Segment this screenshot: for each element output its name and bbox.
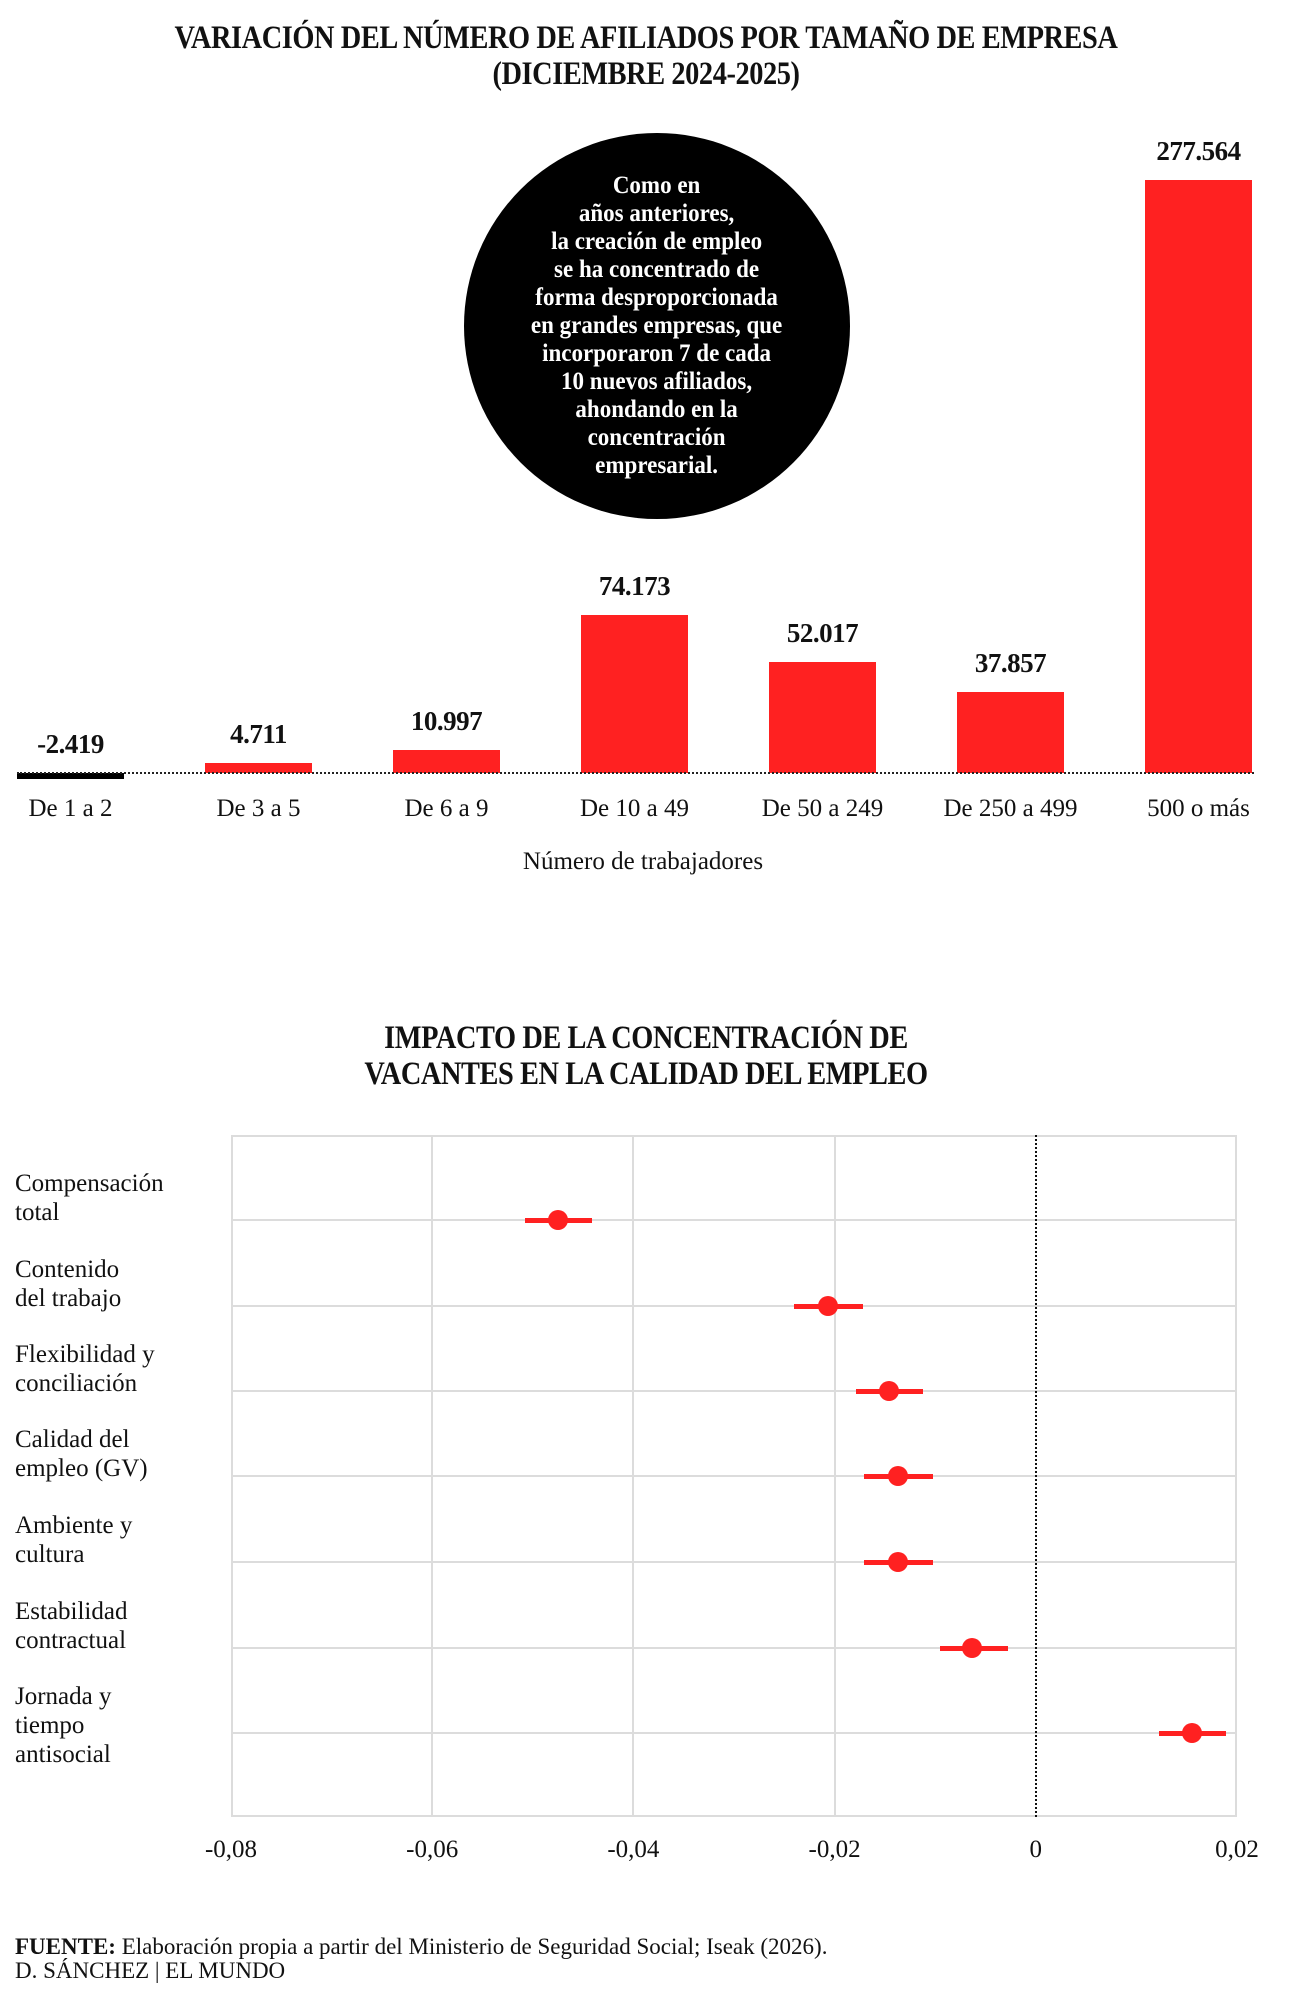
row-label: Flexibilidad y conciliación xyxy=(15,1341,155,1397)
bar-value-label: 277.564 xyxy=(1156,136,1241,166)
zero-baseline xyxy=(17,772,1254,774)
row-gridline xyxy=(231,1305,1237,1307)
point-estimate xyxy=(887,1552,908,1572)
point-estimate xyxy=(817,1296,838,1316)
category-label: De 50 a 249 xyxy=(761,795,884,822)
category-label: De 1 a 2 xyxy=(28,795,113,822)
row-label: Jornada y tiempo antisocial xyxy=(15,1683,112,1768)
point-estimate xyxy=(887,1466,908,1486)
bar xyxy=(957,692,1064,773)
source-note: FUENTE: Elaboración propia a partir del … xyxy=(15,1934,827,1960)
bar-value-label: -2.419 xyxy=(37,729,104,759)
chart2-title: IMPACTO DE LA CONCENTRACIÓN DE VACANTES … xyxy=(90,1020,1201,1092)
chart2-title-line2: VACANTES EN LA CALIDAD DEL EMPLEO xyxy=(364,1056,928,1092)
chart1-title-line1: VARIACIÓN DEL NÚMERO DE AFILIADOS POR TA… xyxy=(174,20,1118,56)
point-estimate xyxy=(1181,1723,1202,1743)
chart1-title: VARIACIÓN DEL NÚMERO DE AFILIADOS POR TA… xyxy=(90,20,1201,92)
row-gridline xyxy=(231,1390,1237,1392)
row-label: Calidad del empleo (GV) xyxy=(15,1426,148,1482)
row-gridline xyxy=(231,1732,1237,1734)
source-text: Elaboración propia a partir del Minister… xyxy=(115,1934,828,1959)
point-estimate xyxy=(547,1210,568,1230)
category-label: De 3 a 5 xyxy=(216,795,301,822)
point-estimate xyxy=(962,1638,983,1658)
x-tick-label: -0,04 xyxy=(607,1836,660,1863)
x-tick-label: -0,02 xyxy=(808,1836,861,1863)
category-label: De 250 a 499 xyxy=(943,795,1078,822)
chart2-title-line1: IMPACTO DE LA CONCENTRACIÓN DE xyxy=(384,1020,908,1056)
row-label: Estabilidad contractual xyxy=(15,1598,128,1654)
bar-value-label: 52.017 xyxy=(786,617,859,648)
bar xyxy=(1145,180,1252,773)
source-label: FUENTE: xyxy=(15,1934,116,1959)
row-gridline xyxy=(231,1475,1237,1477)
callout-text: Como en años anteriores, la creación de … xyxy=(531,172,783,479)
category-label: De 10 a 49 xyxy=(580,795,689,822)
bar-value-label: 4.711 xyxy=(230,718,287,749)
bar xyxy=(205,762,312,773)
row-label: Compensación total xyxy=(15,1170,164,1226)
bar xyxy=(393,749,500,773)
x-tick-label: -0,06 xyxy=(406,1836,459,1863)
category-label: 500 o más xyxy=(1147,795,1250,822)
bar xyxy=(581,614,688,773)
callout-circle: Como en años anteriores, la creación de … xyxy=(464,133,850,519)
bar xyxy=(769,661,876,773)
zero-reference-line xyxy=(1035,1135,1037,1817)
bar-value-label: 74.173 xyxy=(598,570,671,601)
bar xyxy=(17,773,124,779)
bar-value-label: 10.997 xyxy=(410,705,483,736)
x-tick-label: 0,02 xyxy=(1215,1836,1259,1863)
row-gridline xyxy=(231,1647,1237,1649)
row-label: Contenido del trabajo xyxy=(15,1256,122,1312)
row-gridline xyxy=(231,1219,1237,1221)
bar-value-label: 37.857 xyxy=(974,648,1047,679)
row-gridline xyxy=(231,1561,1237,1563)
category-label: De 6 a 9 xyxy=(404,795,489,822)
x-axis-title: Número de trabajadores xyxy=(522,848,764,875)
chart1-title-line2: (DICIEMBRE 2024-2025) xyxy=(492,56,800,92)
x-tick-label: -0,08 xyxy=(204,1836,258,1863)
point-estimate xyxy=(878,1381,899,1401)
x-tick-label: 0 xyxy=(1029,1836,1043,1863)
credit: D. SÁNCHEZ | EL MUNDO xyxy=(15,1958,286,1983)
row-label: Ambiente y cultura xyxy=(15,1512,133,1568)
